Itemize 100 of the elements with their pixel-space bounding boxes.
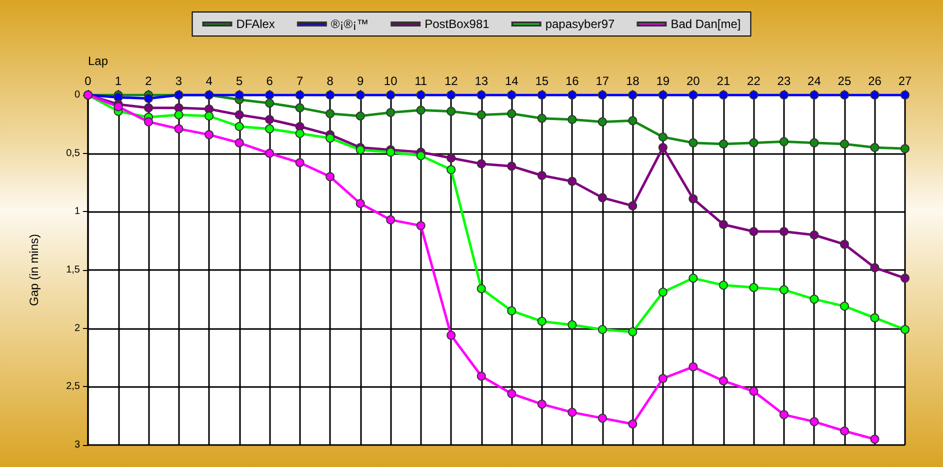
x-tick-label: 13 [474,74,488,88]
point [386,108,396,117]
point [446,106,456,116]
point [265,98,274,108]
point [840,426,849,436]
point [598,117,607,126]
point [295,158,304,168]
y-tick-label: 0 [74,90,80,100]
point [446,154,456,162]
point [537,171,546,180]
point [840,302,849,311]
point [810,294,819,304]
point [476,284,486,294]
x-tick-label: 12 [444,74,458,88]
x-tick-label: 8 [326,74,334,88]
point [628,201,638,210]
legend-label: Bad Dan[me] [670,17,741,31]
point [295,122,304,131]
point [446,330,456,340]
point [900,144,910,154]
x-tick-label: 11 [414,74,428,88]
x-tick-label: 1 [114,74,122,88]
point [658,143,668,152]
point [870,143,880,152]
point [507,162,516,171]
point [568,320,577,330]
x-tick-label: 0 [84,74,92,88]
x-tick-label: 20 [686,74,700,88]
point [416,151,426,160]
point [598,193,607,202]
point [870,313,880,322]
point [779,285,788,294]
point [628,420,638,428]
y-axis-title: Gap (in mins) [27,234,41,306]
point [900,325,910,334]
point [688,138,698,148]
point [356,145,365,154]
point [688,274,698,283]
x-tick-label: 3 [175,74,182,88]
point [749,386,758,396]
point [144,94,154,103]
point [356,199,365,208]
point [658,374,668,383]
point [537,114,546,123]
point [326,134,335,143]
x-tick-label: 5 [236,74,243,88]
point [144,103,154,112]
y-tick-label: 1,5 [66,264,80,276]
point [174,110,184,120]
x-tick-label: 7 [296,74,304,88]
x-tick-label: 25 [838,74,852,88]
point [718,376,728,386]
x-tick-label: 18 [626,74,640,88]
point [810,230,819,240]
point [476,372,486,381]
point [749,283,758,292]
point [718,140,728,148]
point [598,414,607,423]
point [446,165,456,174]
point [718,280,728,290]
point [840,140,849,148]
x-tick-label: 9 [356,74,364,88]
point [658,132,668,142]
point [265,115,274,124]
point [870,434,880,444]
point [144,117,154,126]
point [568,176,577,186]
point [568,408,577,417]
point [840,240,849,249]
point [416,221,426,230]
point [386,215,396,224]
x-tick-label: 4 [206,74,213,88]
point [204,130,214,140]
y-tick-label: 1 [74,206,80,218]
x-tick-label: 15 [535,74,549,88]
point [295,103,304,112]
point [779,227,788,236]
point [749,227,758,236]
point [537,400,546,409]
x-tick-label: 21 [716,74,730,88]
x-tick-label: 22 [747,74,761,88]
legend-label: DFAlex [236,17,275,31]
x-tick-label: 10 [384,74,398,88]
point [870,263,880,272]
point [234,110,244,120]
point [810,138,819,148]
point [779,410,788,420]
x-tick-label: 2 [145,74,152,88]
point [416,106,426,115]
x-tick-label: 17 [596,74,610,88]
point [628,327,638,336]
x-tick-label: 23 [777,74,791,88]
point [234,122,244,131]
point [688,362,698,372]
x-tick-label: 26 [868,74,882,88]
point [114,102,123,112]
point [628,116,638,126]
point [204,112,214,120]
point [265,148,274,158]
point [326,172,335,182]
